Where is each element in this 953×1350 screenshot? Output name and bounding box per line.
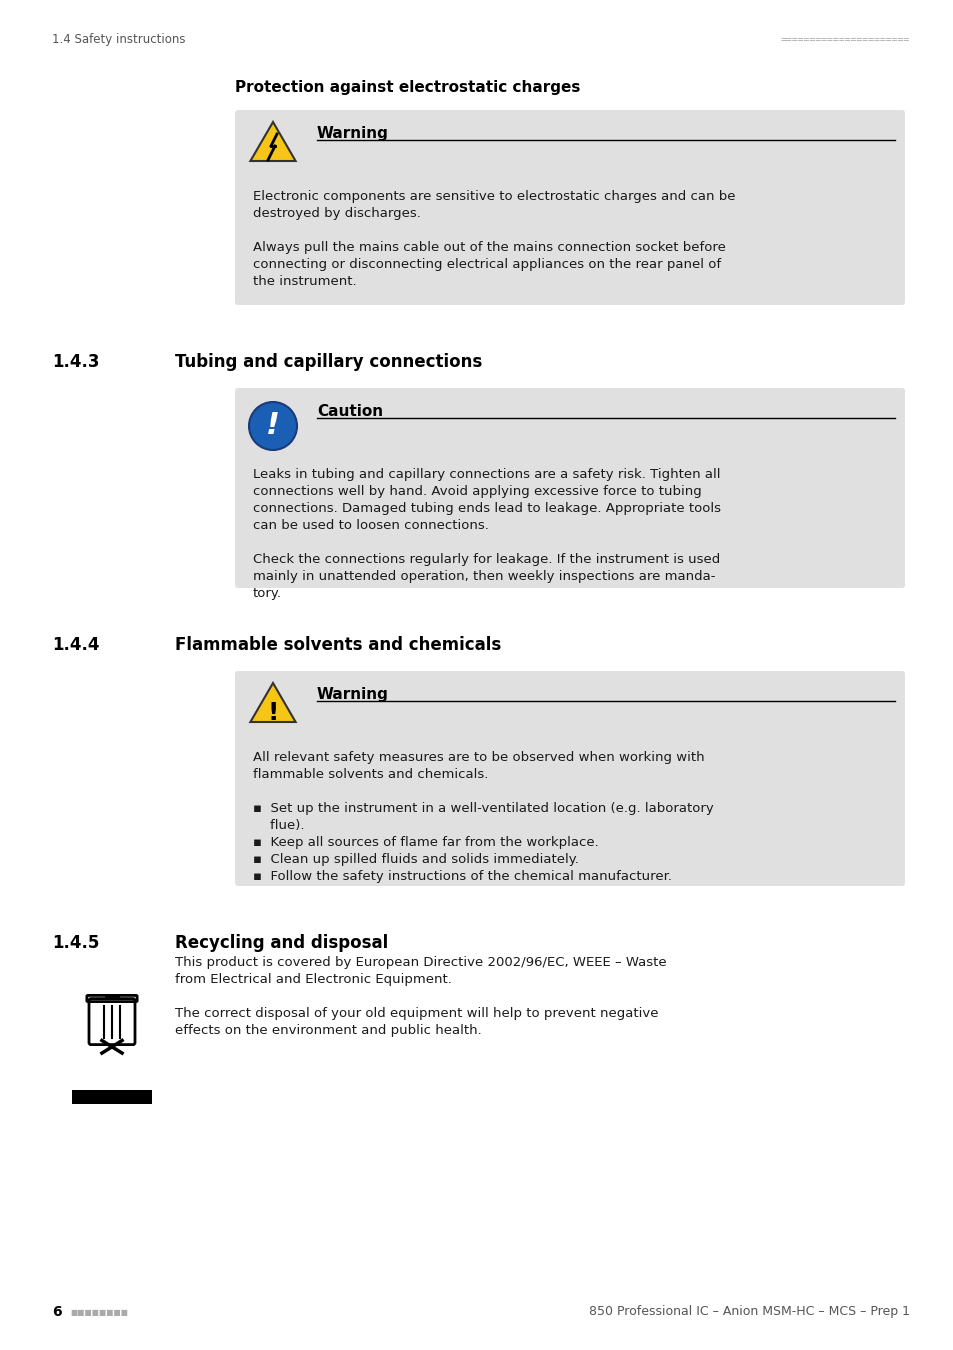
Text: 1.4.3: 1.4.3: [52, 352, 99, 371]
Text: Recycling and disposal: Recycling and disposal: [174, 934, 388, 952]
Text: can be used to loosen connections.: can be used to loosen connections.: [253, 518, 488, 532]
Text: 1.4.5: 1.4.5: [52, 934, 99, 952]
Circle shape: [249, 402, 296, 450]
Text: 1.4.4: 1.4.4: [52, 636, 99, 653]
Text: Tubing and capillary connections: Tubing and capillary connections: [174, 352, 482, 371]
Text: 850 Professional IC – Anion MSM-HC – MCS – Prep 1: 850 Professional IC – Anion MSM-HC – MCS…: [588, 1305, 909, 1319]
Text: ▪  Set up the instrument in a well-ventilated location (e.g. laboratory: ▪ Set up the instrument in a well-ventil…: [253, 802, 713, 815]
Text: Warning: Warning: [316, 687, 389, 702]
Text: connecting or disconnecting electrical appliances on the rear panel of: connecting or disconnecting electrical a…: [253, 258, 720, 271]
Text: Check the connections regularly for leakage. If the instrument is used: Check the connections regularly for leak…: [253, 554, 720, 566]
Text: Electronic components are sensitive to electrostatic charges and can be: Electronic components are sensitive to e…: [253, 190, 735, 202]
Text: flue).: flue).: [253, 819, 304, 832]
Text: !: !: [267, 701, 278, 725]
Text: The correct disposal of your old equipment will help to prevent negative: The correct disposal of your old equipme…: [174, 1007, 658, 1021]
FancyBboxPatch shape: [234, 387, 904, 589]
Text: ▪  Keep all sources of flame far from the workplace.: ▪ Keep all sources of flame far from the…: [253, 836, 598, 849]
Text: All relevant safety measures are to be observed when working with: All relevant safety measures are to be o…: [253, 751, 704, 764]
FancyBboxPatch shape: [234, 109, 904, 305]
Text: 6: 6: [52, 1305, 62, 1319]
Text: Protection against electrostatic charges: Protection against electrostatic charges: [234, 80, 579, 94]
Text: Caution: Caution: [316, 404, 383, 418]
Text: Warning: Warning: [316, 126, 389, 140]
Text: from Electrical and Electronic Equipment.: from Electrical and Electronic Equipment…: [174, 973, 452, 985]
Text: ▪  Follow the safety instructions of the chemical manufacturer.: ▪ Follow the safety instructions of the …: [253, 869, 671, 883]
Text: Leaks in tubing and capillary connections are a safety risk. Tighten all: Leaks in tubing and capillary connection…: [253, 468, 720, 481]
Text: flammable solvents and chemicals.: flammable solvents and chemicals.: [253, 768, 488, 782]
Text: This product is covered by European Directive 2002/96/EC, WEEE – Waste: This product is covered by European Dire…: [174, 956, 666, 969]
Text: ■■■■■■■■: ■■■■■■■■: [70, 1308, 128, 1316]
Text: ▪  Clean up spilled fluids and solids immediately.: ▪ Clean up spilled fluids and solids imm…: [253, 853, 578, 865]
Text: connections. Damaged tubing ends lead to leakage. Appropriate tools: connections. Damaged tubing ends lead to…: [253, 502, 720, 514]
Text: connections well by hand. Avoid applying excessive force to tubing: connections well by hand. Avoid applying…: [253, 485, 701, 498]
Text: Flammable solvents and chemicals: Flammable solvents and chemicals: [174, 636, 500, 653]
Text: tory.: tory.: [253, 587, 282, 599]
FancyBboxPatch shape: [234, 671, 904, 886]
Text: Always pull the mains cable out of the mains connection socket before: Always pull the mains cable out of the m…: [253, 242, 725, 254]
Text: 1.4 Safety instructions: 1.4 Safety instructions: [52, 34, 185, 46]
Text: effects on the environment and public health.: effects on the environment and public he…: [174, 1025, 481, 1037]
Text: destroyed by discharges.: destroyed by discharges.: [253, 207, 420, 220]
Text: mainly in unattended operation, then weekly inspections are manda-: mainly in unattended operation, then wee…: [253, 570, 715, 583]
Text: ======================: ======================: [780, 35, 909, 45]
Bar: [71, 1089, 152, 1104]
Polygon shape: [250, 683, 295, 722]
Polygon shape: [250, 122, 295, 161]
Text: the instrument.: the instrument.: [253, 275, 356, 288]
Text: !: !: [266, 412, 279, 440]
